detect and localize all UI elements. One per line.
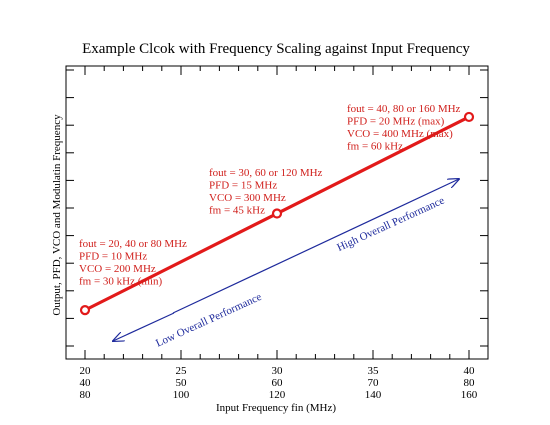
data-point	[463, 111, 475, 123]
data-point	[271, 208, 283, 219]
x-tick-label: 70	[368, 377, 380, 389]
annotation-line: fm = 45 kHz	[209, 205, 265, 217]
annotation-line: PFD = 10 MHz	[79, 251, 147, 263]
annotation-line: PFD = 15 MHz	[209, 180, 277, 192]
annotation-line: VCO = 400 MHz (max)	[347, 128, 453, 140]
x-tick-label: 160	[461, 389, 478, 401]
annotation-line: PFD = 20 MHz (max)	[347, 116, 445, 128]
annotation-line: VCO = 200 MHz	[79, 263, 156, 275]
low-performance-label: Low Overall Performance	[154, 291, 264, 350]
chart-title: Example Clcok with Frequency Scaling aga…	[82, 41, 470, 57]
x-axis-label: Input Frequency fin (MHz)	[216, 402, 336, 414]
arrow-to-high	[172, 179, 459, 314]
x-tick-label: 20	[80, 365, 92, 377]
x-tick-label: 40	[80, 377, 92, 389]
x-tick-label: 60	[272, 377, 284, 389]
x-tick-label: 30	[272, 365, 284, 377]
y-axis-label: Output, PFD, VCO and Modulatin Frequency	[51, 114, 63, 316]
annotation-line: fout = 40, 80 or 160 MHz	[347, 103, 461, 115]
x-tick-label: 80	[464, 377, 476, 389]
x-tick-label: 120	[269, 389, 286, 401]
x-tick-labels: 20 25 30 35 40 40 50 60 70 80 80 100 120 140 160	[80, 365, 478, 401]
annotation-line: fm = 60 kHz	[347, 141, 403, 153]
x-tick-label: 25	[176, 365, 188, 377]
high-performance-label: High Overall Performance	[335, 194, 446, 254]
x-tick-label: 35	[368, 365, 380, 377]
performance-arrows: Low Overall Performance High Overall Perf…	[113, 179, 459, 350]
data-point	[79, 305, 91, 316]
annotation-line: VCO = 300 MHz	[209, 192, 286, 204]
x-tick-label: 80	[80, 389, 92, 401]
x-tick-label: 140	[365, 389, 382, 401]
arrow-to-low	[113, 312, 175, 341]
series-layer	[79, 111, 475, 316]
x-tick-label: 50	[176, 377, 188, 389]
x-tick-label: 40	[464, 365, 476, 377]
annotation-line: fm = 30 kHz (min)	[79, 276, 163, 288]
axis-ticks	[66, 66, 488, 359]
x-tick-label: 100	[173, 389, 190, 401]
annotation-line: fout = 20, 40 or 80 MHz	[79, 238, 187, 250]
annotation-line: fout = 30, 60 or 120 MHz	[209, 167, 323, 179]
